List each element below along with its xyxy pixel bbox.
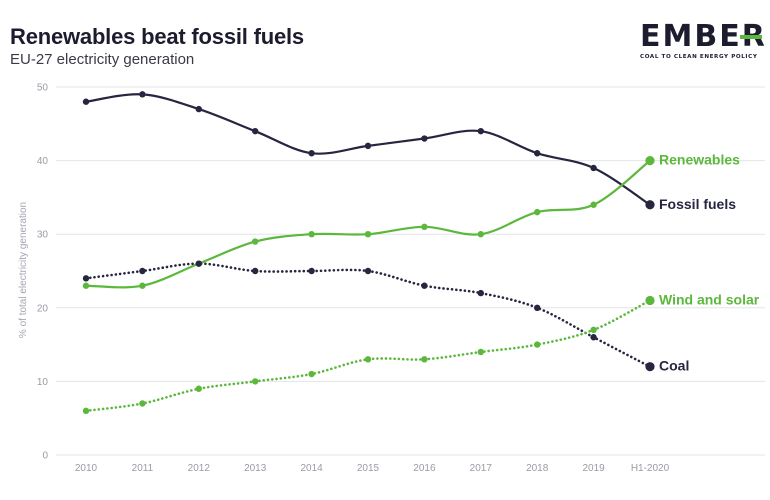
y-tick-label: 50 — [37, 83, 49, 94]
data-point — [139, 91, 146, 98]
data-point — [421, 282, 428, 289]
x-tick-label: 2019 — [582, 463, 605, 474]
data-point — [645, 295, 655, 306]
data-point — [195, 260, 202, 267]
data-point — [308, 231, 315, 238]
data-point — [477, 348, 484, 356]
x-tick-label: 2011 — [132, 463, 154, 474]
x-tick-label: 2016 — [413, 463, 436, 474]
x-tick-label: 2013 — [244, 463, 267, 474]
end-label-fossil-fuels: Fossil fuels — [659, 196, 736, 212]
series-coal — [82, 260, 655, 372]
data-point — [590, 201, 597, 208]
data-point — [364, 356, 372, 363]
data-point — [534, 208, 541, 216]
y-tick-label: 0 — [42, 451, 48, 462]
data-point — [477, 231, 484, 238]
data-point — [252, 238, 259, 245]
data-point — [534, 150, 541, 157]
data-point — [195, 105, 202, 113]
data-point — [82, 282, 90, 289]
data-point — [645, 200, 655, 210]
data-point — [364, 267, 372, 275]
data-point — [590, 326, 597, 334]
y-axis-ticks: 0 10 20 30 40 50 — [37, 83, 49, 462]
series-wind-and-solar — [82, 295, 655, 415]
series-end-labels: Fossil fuels Renewables Coal Wind and solar — [659, 152, 760, 374]
end-label-coal: Coal — [659, 358, 689, 374]
data-point — [590, 164, 597, 172]
ember-logo: EMBER COAL TO CLEAN ENERGY POLICY — [640, 22, 765, 70]
data-point — [421, 223, 428, 231]
series-line-wind-and-solar — [84, 299, 652, 413]
data-point — [139, 282, 146, 289]
data-point — [82, 407, 90, 415]
series-renewables — [82, 156, 655, 289]
x-tick-label: 2012 — [188, 463, 211, 474]
data-point — [308, 370, 315, 378]
series-line-coal — [84, 262, 652, 368]
y-axis-label: % of total electricity generation — [18, 202, 29, 338]
data-point — [421, 356, 428, 363]
data-point — [252, 127, 259, 135]
data-point — [645, 362, 655, 372]
series-lines — [82, 91, 655, 415]
y-tick-label: 40 — [37, 156, 49, 167]
data-point — [308, 267, 315, 275]
y-tick-label: 10 — [37, 377, 49, 388]
y-tick-label: 30 — [37, 230, 49, 241]
x-axis-ticks: 2010 2011 2012 2013 2014 2015 2016 2017 2018 2019… — [75, 463, 670, 474]
data-point — [139, 267, 146, 275]
data-point — [477, 289, 484, 297]
data-point — [82, 275, 90, 282]
x-tick-label: H1-2020 — [631, 463, 670, 474]
data-point — [308, 150, 315, 157]
series-fossil-fuels — [82, 91, 655, 210]
data-point — [590, 334, 597, 341]
data-point — [534, 304, 541, 311]
x-tick-label: 2010 — [75, 463, 98, 474]
data-point — [477, 127, 484, 135]
end-label-wind-and-solar: Wind and solar — [659, 291, 760, 307]
data-point — [82, 98, 90, 105]
data-point — [534, 341, 541, 348]
chart-title: Renewables beat fossil fuels — [10, 24, 304, 49]
data-point — [364, 142, 372, 150]
data-point — [364, 231, 372, 238]
logo-tagline: COAL TO CLEAN ENERGY POLICY — [640, 54, 758, 60]
data-point — [195, 385, 202, 392]
end-label-renewables: Renewables — [659, 152, 740, 168]
data-point — [139, 400, 146, 407]
data-point — [252, 378, 259, 385]
x-tick-label: 2015 — [357, 463, 380, 474]
data-point — [421, 135, 428, 142]
x-tick-label: 2014 — [300, 463, 323, 474]
chart-subtitle: EU-27 electricity generation — [10, 51, 195, 68]
data-point — [645, 156, 655, 166]
x-tick-label: 2018 — [526, 463, 549, 474]
logo-accent-bar — [740, 35, 762, 39]
series-line-fossil-fuels — [84, 93, 652, 206]
y-tick-label: 20 — [37, 303, 49, 314]
data-point — [252, 267, 259, 275]
x-tick-label: 2017 — [470, 463, 493, 474]
